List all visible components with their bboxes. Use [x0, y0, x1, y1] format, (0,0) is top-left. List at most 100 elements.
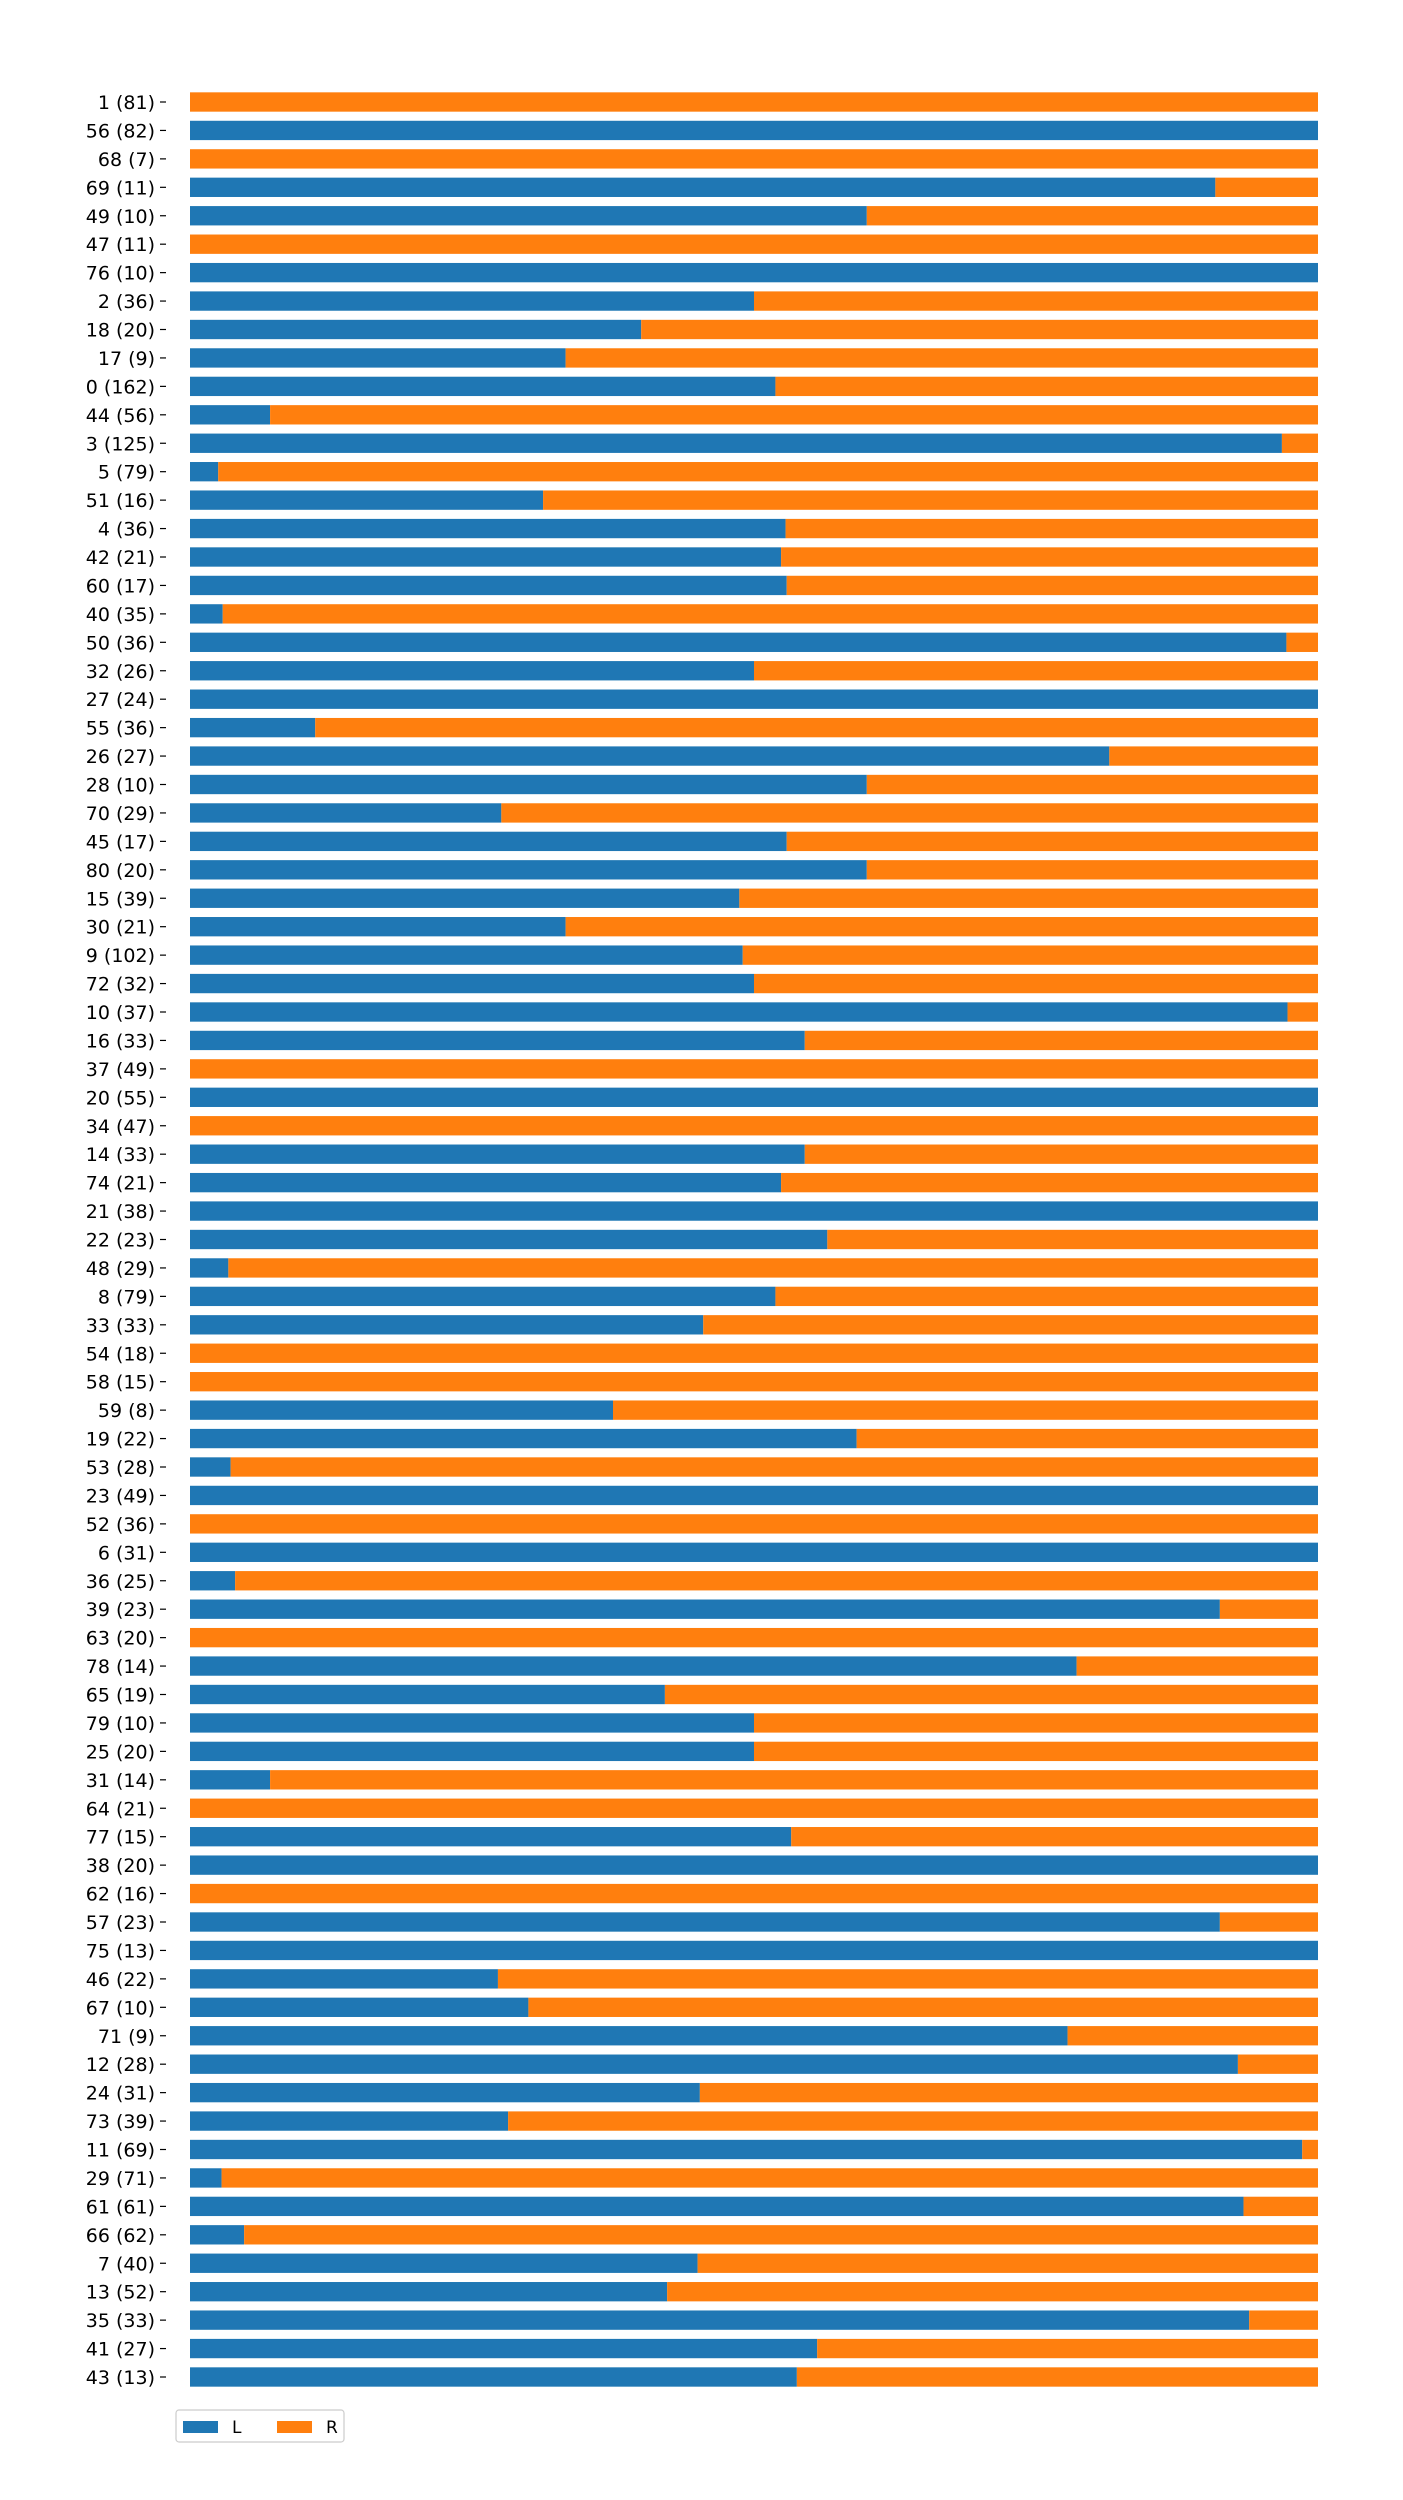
bar-segment-l — [190, 2026, 1068, 2046]
bar-segment-r — [1281, 433, 1318, 453]
y-tick-label: 43 (13) — [86, 2367, 155, 2389]
bar-segment-r — [739, 888, 1318, 908]
bar-segment-r — [754, 1713, 1318, 1733]
y-tick-label: 59 (8) — [98, 1400, 155, 1422]
y-tick-label: 73 (39) — [86, 2111, 155, 2133]
y-tick-label: 10 (37) — [86, 1002, 155, 1024]
bar-segment-l — [190, 575, 787, 596]
bar-segment-l — [190, 917, 566, 937]
bar-segment-r — [1237, 2054, 1318, 2074]
bar-segment-r — [775, 1286, 1318, 1307]
y-tick-labels: 1 (81) 56 (82) 68 (7) 69 (11) 49 (10) 47 (11)… — [86, 92, 166, 2389]
y-tick-label: 75 (13) — [86, 1940, 155, 1962]
bar-segment-l — [190, 1315, 704, 1335]
y-tick-label: 78 (14) — [86, 1656, 155, 1678]
bar-segment-l — [190, 717, 316, 738]
bar-segment-r — [613, 1400, 1318, 1420]
bar-segment-r — [244, 2225, 1318, 2245]
y-tick-label: 3 (125) — [86, 433, 155, 455]
legend-swatch-l — [183, 2421, 218, 2433]
bar-segment-r — [1067, 2026, 1318, 2046]
bar-segment-r — [508, 2111, 1319, 2131]
y-tick-label: 36 (25) — [86, 1571, 155, 1593]
y-tick-label: 5 (79) — [98, 462, 155, 484]
y-tick-label: 72 (32) — [86, 974, 155, 996]
bar-segment-l — [190, 433, 1282, 453]
bar-segment-r — [786, 831, 1318, 852]
bar-segment-l — [190, 2282, 668, 2302]
y-tick-label: 71 (9) — [98, 2026, 155, 2048]
bar-segment-l — [190, 2310, 1250, 2330]
bar-segment-r — [1286, 632, 1318, 652]
bar-segment-r — [1243, 2196, 1318, 2217]
y-tick-label: 65 (19) — [86, 1685, 155, 1707]
y-tick-label: 21 (38) — [86, 1201, 155, 1223]
bar-segment-l — [190, 1912, 1220, 1932]
y-tick-label: 54 (18) — [86, 1343, 155, 1365]
bar-segment-r — [781, 1172, 1318, 1193]
y-tick-label: 47 (11) — [86, 234, 155, 256]
bar-segment-r — [1109, 746, 1318, 766]
bar-segment-r — [315, 717, 1319, 738]
bar-segment-r — [697, 2253, 1318, 2273]
y-tick-label: 30 (21) — [86, 917, 155, 939]
bar-segment-r — [804, 1030, 1318, 1051]
y-tick-label: 63 (20) — [86, 1628, 155, 1650]
bar-segment-r — [218, 462, 1319, 482]
bar-segment-l — [190, 1827, 792, 1847]
y-tick-label: 66 (62) — [86, 2225, 155, 2247]
bar-segment-r — [270, 405, 1319, 425]
bar-segment-r — [190, 1059, 1318, 1079]
bar-segment-l — [190, 518, 786, 539]
y-tick-label: 12 (28) — [86, 2054, 155, 2076]
y-tick-label: 55 (36) — [86, 718, 155, 740]
y-tick-label: 28 (10) — [86, 775, 155, 797]
bar-segment-r — [190, 1343, 1318, 1363]
bar-segment-r — [190, 149, 1318, 169]
bar-segment-l — [190, 2225, 245, 2245]
bar-segment-r — [754, 661, 1318, 681]
y-tick-label: 25 (20) — [86, 1741, 155, 1763]
y-tick-label: 76 (10) — [86, 263, 155, 285]
bar-segment-l — [190, 1684, 665, 1705]
bar-segment-l — [190, 2196, 1244, 2217]
y-tick-label: 19 (22) — [86, 1429, 155, 1451]
bar-segment-l — [190, 291, 754, 311]
bar-segment-l — [190, 348, 566, 368]
y-tick-label: 2 (36) — [98, 291, 155, 313]
bar-segment-r — [1302, 2139, 1318, 2160]
y-tick-label: 8 (79) — [98, 1286, 155, 1308]
y-tick-label: 77 (15) — [86, 1827, 155, 1849]
bar-segment-r — [742, 945, 1318, 965]
bar-segment-l — [190, 2367, 797, 2387]
y-tick-label: 40 (35) — [86, 604, 155, 626]
bar-segment-l — [190, 1770, 271, 1790]
y-tick-label: 39 (23) — [86, 1599, 155, 1621]
y-tick-label: 6 (31) — [98, 1542, 155, 1564]
bar-segment-r — [781, 547, 1318, 567]
bar-segment-l — [190, 1229, 828, 1250]
legend-swatch-r — [277, 2421, 312, 2433]
bar-segment-l — [190, 860, 867, 880]
y-tick-label: 17 (9) — [98, 348, 155, 370]
y-tick-label: 29 (71) — [86, 2168, 155, 2190]
y-tick-label: 23 (49) — [86, 1485, 155, 1507]
bar-segment-l — [190, 803, 502, 823]
y-tick-label: 64 (21) — [86, 1798, 155, 1820]
y-tick-label: 1 (81) — [98, 92, 155, 114]
bar-segment-l — [190, 1855, 1318, 1875]
bar-segment-l — [190, 1457, 231, 1477]
bar-segment-r — [222, 604, 1319, 624]
bar-segment-l — [190, 1286, 776, 1307]
y-tick-label: 49 (10) — [86, 206, 155, 228]
bar-segment-l — [190, 1172, 782, 1193]
bar-segment-l — [190, 120, 1318, 141]
bar-segment-r — [565, 917, 1318, 937]
bar-segment-l — [190, 1542, 1318, 1562]
bar-segment-l — [190, 177, 1216, 197]
y-tick-label: 35 (33) — [86, 2310, 155, 2332]
bar-segment-r — [667, 2282, 1318, 2302]
bar-segment-l — [190, 831, 787, 852]
bar-segment-r — [866, 860, 1318, 880]
bar-segment-r — [699, 2082, 1318, 2103]
